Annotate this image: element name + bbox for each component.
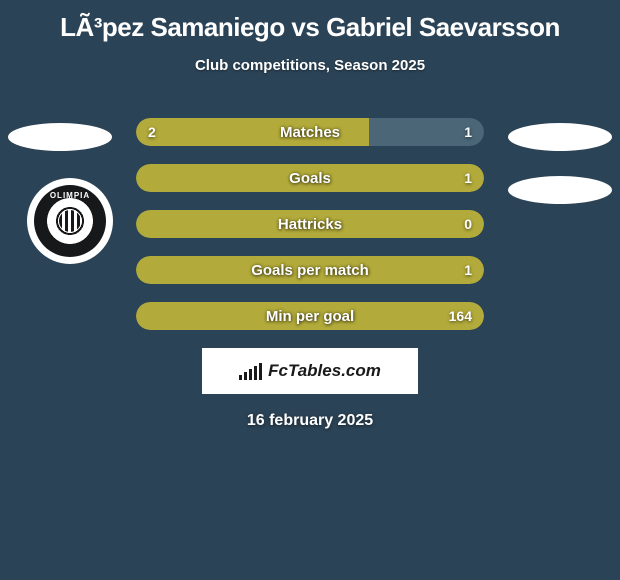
stat-bar-row: 1Goals per match: [136, 256, 484, 284]
stat-label: Goals per match: [136, 256, 484, 284]
stat-label: Goals: [136, 164, 484, 192]
player2-club-silhouette: [508, 176, 612, 204]
stat-bar-row: 0Hattricks: [136, 210, 484, 238]
brand-text: FcTables.com: [268, 361, 381, 381]
signal-icon: [239, 362, 262, 380]
stat-bar-row: 21Matches: [136, 118, 484, 146]
comparison-title: LÃ³pez Samaniego vs Gabriel Saevarsson: [0, 0, 620, 43]
stat-label: Hattricks: [136, 210, 484, 238]
stat-bar-row: 164Min per goal: [136, 302, 484, 330]
stat-bar-row: 1Goals: [136, 164, 484, 192]
stat-label: Matches: [136, 118, 484, 146]
player1-club-badge: OLIMPIA: [27, 178, 113, 264]
player2-silhouette: [508, 123, 612, 151]
stat-label: Min per goal: [136, 302, 484, 330]
brand-banner[interactable]: FcTables.com: [202, 348, 418, 394]
player1-silhouette: [8, 123, 112, 151]
generated-date: 16 february 2025: [0, 412, 620, 430]
comparison-subtitle: Club competitions, Season 2025: [0, 57, 620, 74]
